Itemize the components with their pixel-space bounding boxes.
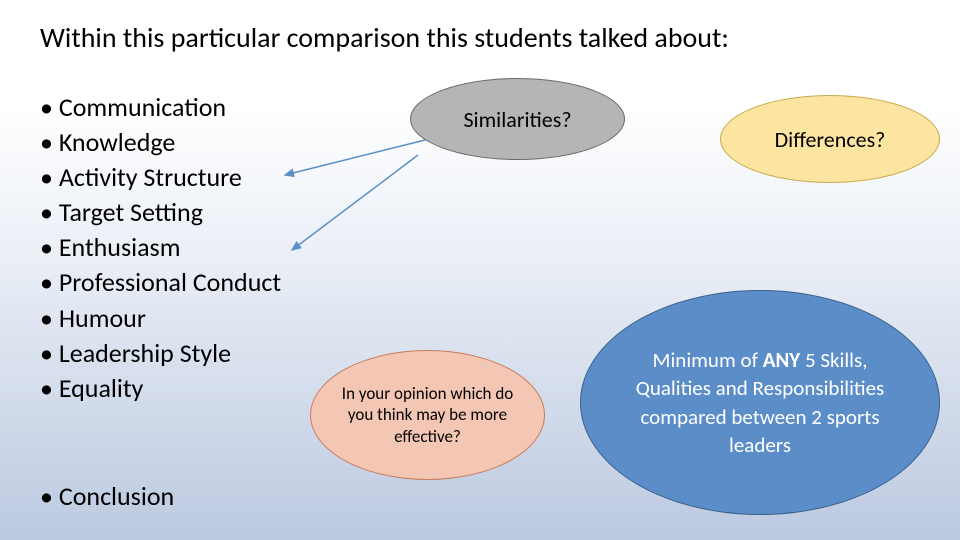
similarities-text: Similarities? <box>463 106 571 133</box>
bullet-item: Professional Conduct <box>40 265 281 300</box>
bullet-item: Equality <box>40 371 281 406</box>
minimum-ellipse: Minimum of ANY 5 Skills, Qualities and R… <box>580 290 940 515</box>
bullet-item: Target Setting <box>40 195 281 230</box>
opinion-text: In your opinion which do you think may b… <box>329 383 526 447</box>
bullet-item: Knowledge <box>40 125 281 160</box>
differences-ellipse: Differences? <box>720 95 940 183</box>
differences-text: Differences? <box>775 126 886 153</box>
minimum-text: Minimum of ANY 5 Skills, Qualities and R… <box>621 346 899 459</box>
bullet-item: Enthusiasm <box>40 230 281 265</box>
bullet-item: Leadership Style <box>40 336 281 371</box>
conclusion-bullet: Conclusion <box>40 480 174 512</box>
bullet-item: Humour <box>40 301 281 336</box>
bullet-item: Communication <box>40 90 281 125</box>
slide-title: Within this particular comparison this s… <box>40 20 729 55</box>
bullet-item: Activity Structure <box>40 160 281 195</box>
bullet-list: Communication Knowledge Activity Structu… <box>40 90 281 406</box>
opinion-ellipse: In your opinion which do you think may b… <box>310 350 545 480</box>
similarities-ellipse: Similarities? <box>410 78 625 160</box>
